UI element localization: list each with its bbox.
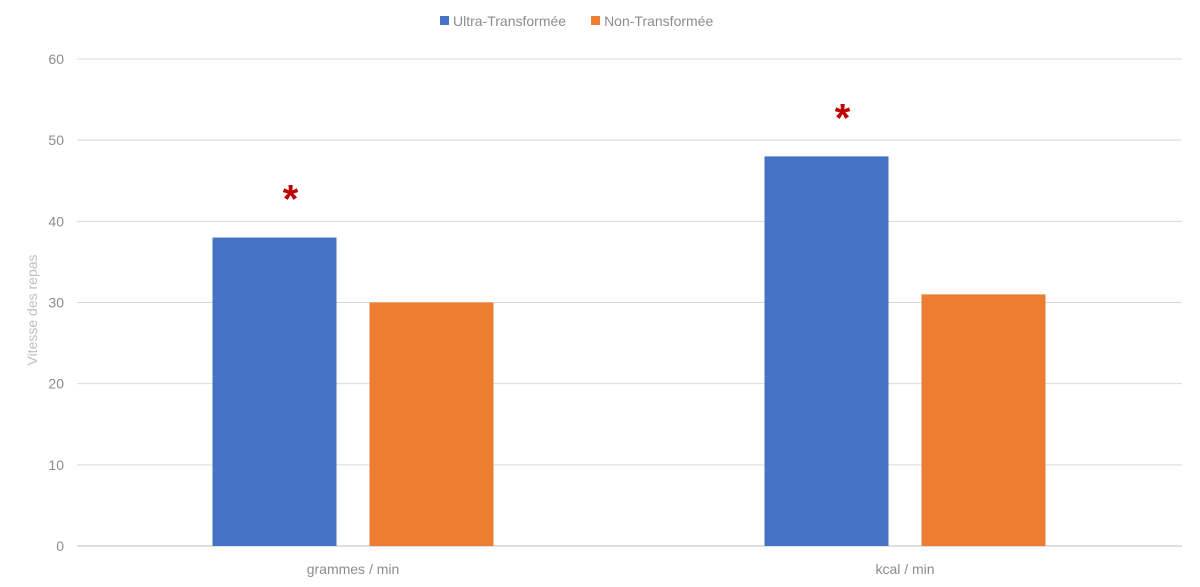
legend-label: Ultra-Transformée	[453, 13, 566, 29]
y-axis-title: Vitesse des repas	[24, 254, 40, 365]
bar-non-transformee	[921, 294, 1046, 546]
y-axis-ticks: 0 10 20 30 40 50 60	[48, 51, 64, 554]
legend-swatch	[440, 16, 449, 25]
y-tick-label: 30	[48, 295, 64, 311]
x-category-label: grammes / min	[307, 561, 400, 577]
legend-swatch	[591, 16, 601, 25]
bars	[212, 156, 1046, 547]
bar-ultra-transformee	[212, 237, 337, 547]
significance-asterisk: *	[835, 96, 851, 140]
y-tick-label: 0	[56, 538, 64, 554]
y-tick-label: 40	[48, 213, 64, 229]
bar-ultra-transformee	[764, 156, 889, 546]
x-axis-labels: grammes / min kcal / min	[307, 561, 935, 577]
bar-non-transformee	[369, 302, 494, 546]
x-category-label: kcal / min	[875, 561, 934, 577]
significance-annotations: **	[283, 96, 851, 221]
y-tick-label: 10	[48, 457, 64, 473]
y-tick-label: 50	[48, 132, 64, 148]
y-tick-label: 60	[48, 51, 64, 67]
legend-label: Non-Transformée	[604, 13, 713, 29]
legend: Ultra-Transformée Non-Transformée	[440, 13, 713, 29]
significance-asterisk: *	[283, 178, 299, 222]
y-tick-label: 20	[48, 376, 64, 392]
